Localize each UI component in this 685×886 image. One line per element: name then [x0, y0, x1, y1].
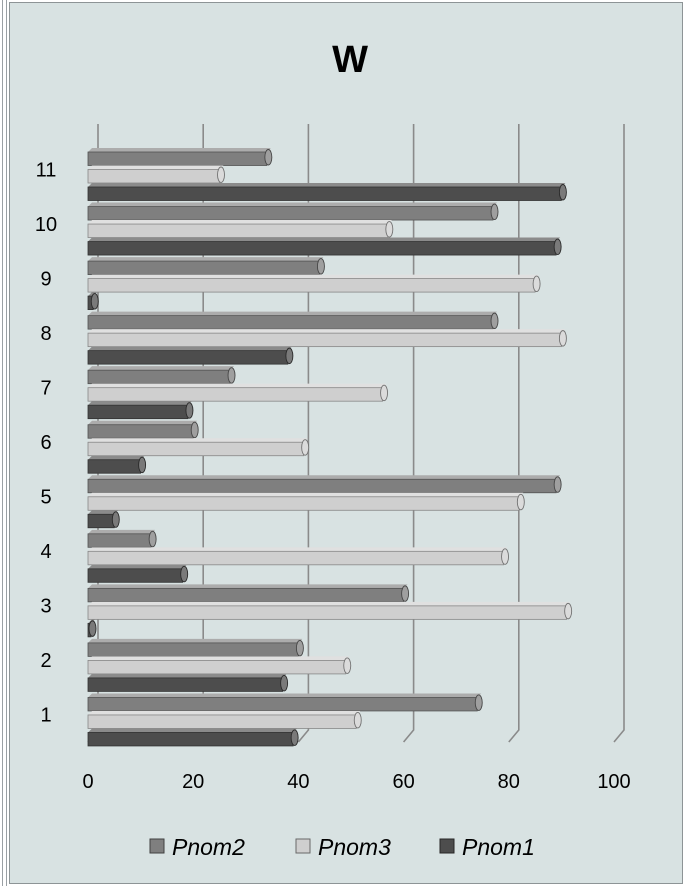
bar: [87, 510, 120, 529]
bar: [87, 292, 99, 310]
bar: [87, 438, 310, 457]
x-tick-labels: 0 20 40 60 80 100: [82, 771, 630, 793]
bar: [87, 492, 525, 511]
x-tick-label: 40: [287, 771, 309, 793]
bar: [87, 475, 562, 494]
bars: [87, 148, 573, 747]
legend-item: Pnom2: [149, 834, 245, 860]
bar: [87, 183, 567, 201]
category-label: 10: [35, 214, 57, 236]
category-label: 5: [40, 487, 51, 509]
bar: [87, 455, 147, 474]
bar: [87, 257, 325, 275]
bar: [87, 547, 509, 566]
bar: [87, 656, 352, 675]
x-tick-label: 100: [597, 771, 630, 793]
category-label: 8: [40, 323, 51, 345]
category-label: 9: [40, 268, 51, 290]
category-label: 3: [40, 596, 51, 618]
gridline: [613, 124, 625, 743]
bar: [87, 710, 362, 729]
chart-title: W: [332, 39, 368, 81]
bar: [87, 529, 157, 548]
legend-swatch: [439, 838, 455, 854]
window-frame-edge: [0, 0, 7, 886]
category-label: 4: [40, 541, 51, 563]
bar: [87, 638, 304, 657]
bar: [87, 401, 194, 420]
legend-swatch: [295, 838, 311, 854]
bar: [87, 693, 483, 712]
bar: [87, 728, 299, 747]
legend-label: Pnom3: [318, 834, 391, 860]
x-tick-label: 80: [498, 771, 520, 793]
bar: [87, 366, 236, 385]
bar: [87, 165, 225, 184]
category-label: 2: [40, 650, 51, 672]
bar: [87, 202, 499, 221]
bar: [87, 237, 562, 256]
legend-swatch: [149, 838, 165, 854]
bar: [87, 420, 199, 439]
x-tick-label: 20: [182, 771, 204, 793]
bar: [87, 383, 389, 402]
bar: [87, 564, 189, 583]
bar: [87, 584, 410, 603]
bar: [87, 148, 273, 166]
legend-item: Pnom1: [439, 834, 535, 860]
bar: [87, 601, 573, 620]
bar: [87, 673, 289, 692]
bar: [87, 329, 567, 348]
category-label: 1: [40, 705, 51, 727]
legend-item: Pnom3: [295, 834, 391, 860]
legend-label: Pnom1: [462, 834, 535, 860]
legend: Pnom2 Pnom3 Pnom1: [149, 834, 535, 860]
bar: [87, 220, 394, 238]
category-label: 11: [36, 159, 57, 181]
bar: [87, 274, 541, 293]
x-tick-label: 0: [82, 771, 93, 793]
category-label: 7: [40, 377, 51, 399]
bar: [87, 311, 499, 330]
x-tick-label: 60: [392, 771, 414, 793]
bar: [87, 619, 97, 638]
category-label: 6: [40, 432, 51, 454]
bar: [87, 346, 294, 365]
gridline: [508, 124, 520, 743]
category-labels: 1 2 3 4 5 6 7 8 9 10 11: [35, 159, 57, 726]
legend-label: Pnom2: [172, 834, 245, 860]
